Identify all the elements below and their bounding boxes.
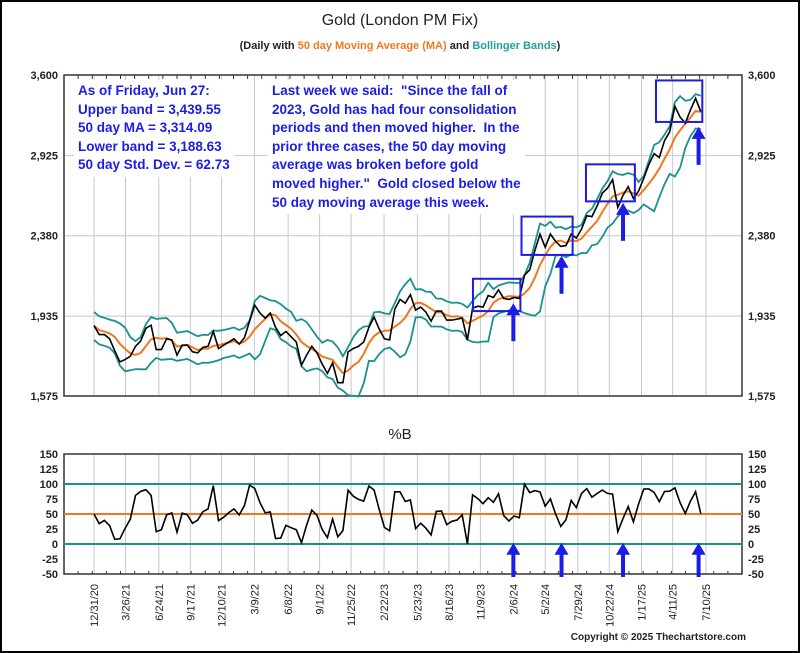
pctb-tick-label-left: 150: [40, 449, 58, 461]
y-tick-label-right: 3,600: [748, 70, 776, 82]
pctb-tick-label-left: -25: [42, 554, 58, 566]
percent-b-line: [93, 481, 702, 546]
x-tick-label: 5/2/24: [540, 584, 552, 615]
chart-title: Gold (London PM Fix): [321, 12, 479, 29]
stats-line: As of Friday, Jun 27:: [78, 83, 210, 98]
pctb-tick-label-right: 75: [748, 494, 760, 506]
subtitle-mid: and: [446, 40, 473, 52]
pctb-tick-label-left: 25: [46, 524, 58, 536]
y-tick-label-left: 3,600: [30, 70, 58, 82]
moving-average-line: [93, 109, 702, 375]
price-plot-area: [63, 74, 743, 397]
x-tick-label: 12/10/21: [216, 584, 228, 627]
subtitle-post: ): [556, 40, 561, 52]
y-tick-label-right: 1,575: [748, 391, 776, 403]
stats-line: Lower band = 3,188.63: [78, 138, 222, 154]
pctb-tick-label-left: 50: [46, 509, 58, 521]
pctb-tick-label-right: -50: [748, 569, 764, 581]
comment-line: average was broken before gold: [272, 157, 479, 173]
pctb-tick-label-left: 125: [40, 464, 58, 476]
stats-line: 50 day Std. Dev. = 62.73: [78, 157, 230, 173]
pctb-tick-label-left: 100: [40, 479, 58, 491]
x-tick-label: 10/22/24: [604, 584, 616, 627]
x-tick-label: 1/17/25: [637, 584, 649, 621]
comment-note: Last week we said: "Since the fall of 202…: [268, 80, 525, 215]
up-arrow-icon: [554, 542, 569, 555]
x-tick-label: 6/24/21: [154, 584, 166, 621]
x-tick-label: 11/9/23: [475, 584, 487, 620]
up-arrow-icon: [691, 542, 706, 555]
consolidation-box: [471, 277, 522, 313]
up-arrow-icon: [616, 542, 631, 555]
x-tick-label: 6/8/22: [283, 584, 295, 615]
comment-line: 50 day moving average this week.: [272, 194, 489, 210]
y-tick-label-left: 2,925: [30, 151, 58, 163]
x-tick-label: 3/26/21: [120, 584, 132, 621]
y-tick-label-right: 2,380: [748, 231, 776, 243]
copyright: Copyright © 2025 Thechartstore.com: [570, 632, 746, 643]
pctb-tick-label-right: 150: [748, 449, 766, 461]
consolidation-box: [654, 79, 704, 123]
subtitle-pre: (Daily with: [239, 40, 298, 52]
pctb-tick-label-right: 125: [748, 464, 766, 476]
up-arrow-icon: [554, 255, 569, 268]
upper-bollinger-band: [93, 93, 702, 358]
y-tick-label-right: 2,925: [748, 151, 776, 163]
up-arrow-icon: [691, 126, 706, 139]
subtitle-ma: 50 day Moving Average (MA): [297, 40, 447, 52]
y-tick-label-left: 1,935: [30, 311, 58, 323]
pctb-tick-label-left: 0: [52, 539, 58, 551]
up-arrow-icon: [506, 542, 521, 555]
x-tick-label: 3/9/22: [249, 584, 261, 615]
pctb-tick-label-right: 25: [748, 524, 760, 536]
up-arrow-icon: [506, 303, 521, 316]
percent-b-title: %B: [388, 426, 412, 443]
pctb-tick-label-right: -25: [748, 554, 764, 566]
lower-bollinger-band: [93, 127, 701, 398]
y-tick-label-right: 1,935: [748, 311, 776, 323]
stats-note: As of Friday, Jun 27: Upper band = 3,439.…: [74, 80, 234, 177]
x-tick-label: 2/22/23: [379, 584, 391, 621]
pctb-tick-label-right: 50: [748, 509, 760, 521]
y-tick-label-left: 1,575: [30, 391, 58, 403]
x-tick-label: 9/17/21: [185, 584, 197, 621]
x-tick-label: 7/29/24: [573, 584, 585, 621]
consolidation-box: [584, 163, 636, 203]
pctb-tick-label-left: -50: [42, 569, 58, 581]
stats-line: 50 day MA = 3,314.09: [78, 120, 213, 136]
pctb-tick-label-right: 100: [748, 479, 766, 491]
subtitle-bb: Bollinger Bands: [472, 40, 557, 52]
comment-line: prior three cases, the 50 day moving: [272, 138, 507, 154]
x-tick-label: 2/6/24: [508, 584, 520, 615]
chart-subtitle: (Daily with 50 day Moving Average (MA) a…: [2, 40, 798, 52]
pctb-tick-label-right: 0: [748, 539, 754, 551]
pctb-tick-label-left: 75: [46, 494, 58, 506]
x-tick-label: 4/11/25: [668, 584, 680, 620]
x-tick-label: 11/25/22: [346, 584, 358, 626]
y-tick-label-left: 2,380: [30, 231, 58, 243]
x-tick-label: 9/1/22: [315, 584, 327, 615]
comment-line: periods and then moved higher. In the: [272, 120, 520, 136]
x-tick-label: 5/23/23: [412, 584, 424, 621]
price-line: [93, 96, 702, 384]
consolidation-box: [520, 215, 574, 256]
x-tick-label: 12/31/20: [89, 584, 101, 627]
x-tick-label: 7/10/25: [701, 584, 713, 621]
stats-line: Upper band = 3,439.55: [78, 101, 221, 117]
up-arrow-icon: [616, 202, 631, 215]
comment-line: moved higher." Gold closed below the: [272, 175, 521, 191]
comment-line: 2023, Gold has had four consolidation: [272, 101, 517, 117]
comment-line: Last week we said: "Since the fall of: [272, 83, 508, 98]
x-tick-label: 8/16/23: [444, 584, 456, 621]
